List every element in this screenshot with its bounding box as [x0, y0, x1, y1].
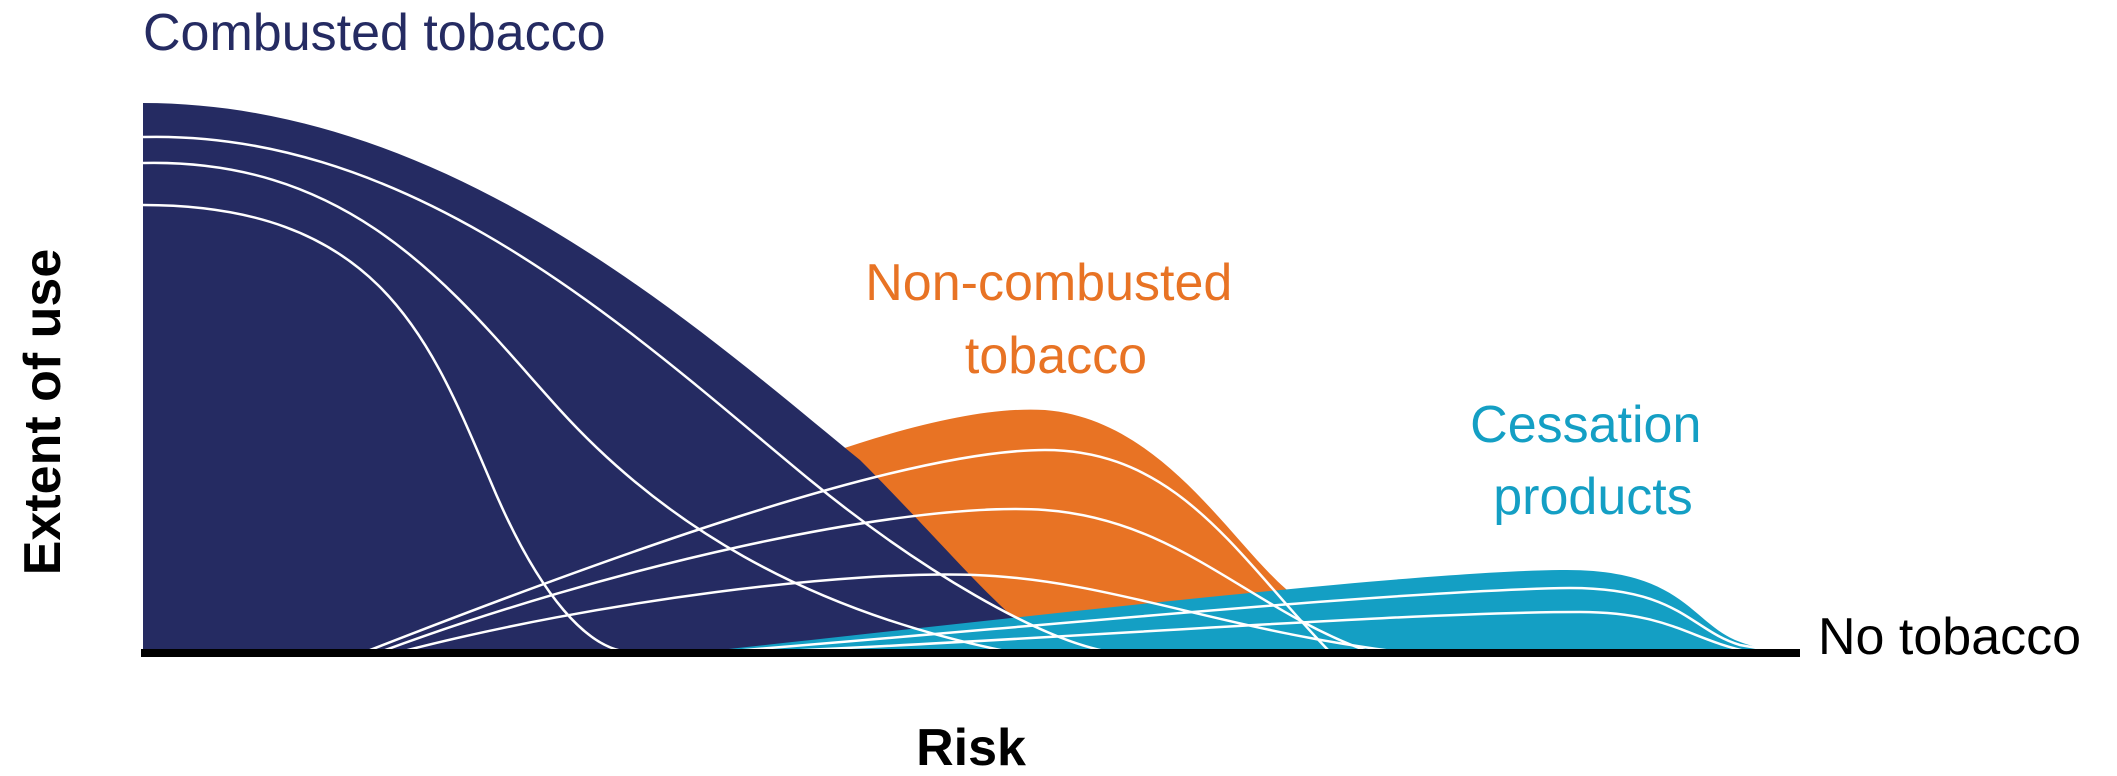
cessation-label-line1: Cessation: [1470, 396, 1701, 454]
y-axis-label: Extent of use: [14, 249, 72, 576]
non-combusted-label-line2: tobacco: [965, 327, 1147, 385]
combusted-tobacco-label: Combusted tobacco: [143, 4, 606, 62]
no-tobacco-label: No tobacco: [1818, 608, 2081, 666]
cessation-label-line2: products: [1493, 468, 1692, 526]
non-combusted-contour-1: [364, 448, 1331, 654]
combusted-area: [143, 103, 1070, 652]
non-combusted-contours: [364, 448, 1401, 654]
cessation-products-label: Cessation products: [1470, 396, 1716, 526]
x-axis-label: Risk: [916, 719, 1026, 771]
non-combusted-contour-3: [399, 573, 1401, 654]
combusted-contour-2: [142, 161, 1011, 654]
cessation-contour-1: [719, 586, 1781, 654]
non-combusted-label-line1: Non-combusted: [865, 254, 1232, 312]
non-combusted-contour-2: [379, 507, 1371, 654]
non-combusted-tobacco-label: Non-combusted tobacco: [865, 254, 1247, 385]
combusted-contour-1: [142, 135, 1111, 654]
combusted-contours: [142, 135, 1111, 654]
cessation-contour-2: [759, 610, 1751, 654]
combusted-contour-3: [142, 203, 631, 654]
cessation-contours: [719, 586, 1781, 654]
